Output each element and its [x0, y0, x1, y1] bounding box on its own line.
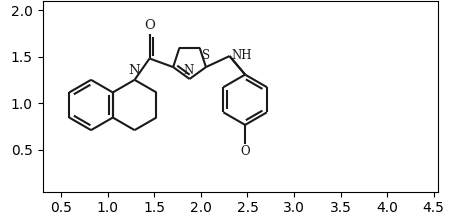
Text: O: O [240, 145, 249, 158]
Text: O: O [144, 19, 155, 32]
Text: S: S [201, 49, 209, 62]
Text: N: N [129, 64, 140, 77]
Text: N: N [183, 64, 193, 77]
Text: NH: NH [231, 49, 251, 62]
